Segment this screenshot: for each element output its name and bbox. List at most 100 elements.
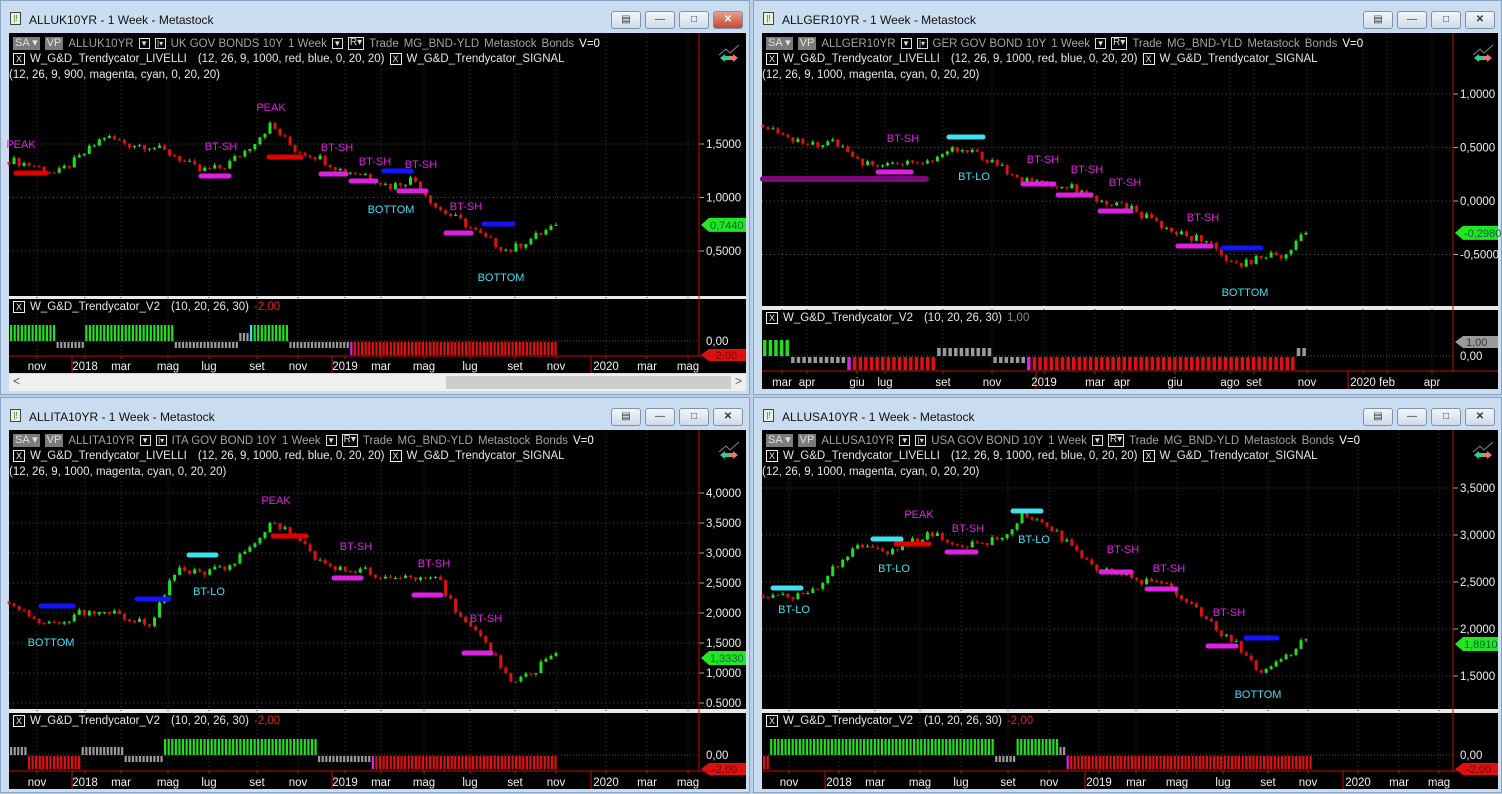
r-dropdown[interactable]: R▾ — [1111, 37, 1128, 50]
close-button[interactable]: ✕ — [713, 408, 743, 426]
chart-window[interactable]: |! ALLGER10YR - 1 Week - Metastock ▤ — □… — [753, 0, 1502, 395]
period-dropdown[interactable]: ▼ — [325, 435, 337, 446]
window-title-bar[interactable]: |! ALLITA10YR - 1 Week - Metastock ▤ — □… — [1, 398, 749, 428]
r-dropdown[interactable]: R▾ — [341, 434, 358, 447]
chart-window[interactable]: |! ALLUSA10YR - 1 Week - Metastock ▤ — □… — [753, 397, 1502, 793]
remove-signal-study-button[interactable]: X — [389, 449, 402, 462]
signal-study-name[interactable]: W_G&D_Trendycator_SIGNAL — [1159, 52, 1318, 65]
float-window-button[interactable]: ▤ — [611, 408, 641, 426]
window-title: ALLUK10YR - 1 Week - Metastock — [29, 13, 214, 27]
remove-signal-study-button[interactable]: X — [1142, 52, 1155, 65]
trade-label[interactable]: Trade — [1132, 37, 1162, 50]
maximize-button[interactable]: □ — [1431, 408, 1461, 426]
livelli-study-name[interactable]: W_G&D_Trendycator_LIVELLI — [30, 52, 187, 65]
signal-study-name[interactable]: W_G&D_Trendycator_SIGNAL — [1159, 449, 1318, 462]
oscillator-name[interactable]: W_G&D_Trendycator_V2 — [30, 301, 160, 313]
compare-arrows-icon[interactable] — [1472, 441, 1494, 459]
vp-button[interactable]: VP — [44, 434, 64, 447]
price-chart[interactable]: 3,5000 3,0000 2,5000 2,0000 1,5000 BT-LO BT-LO… — [754, 398, 1502, 794]
minimize-button[interactable]: — — [1397, 11, 1427, 29]
sa-button[interactable]: SA ▾ — [766, 37, 793, 50]
maximize-button[interactable]: □ — [1431, 11, 1461, 29]
signal-study-name[interactable]: W_G&D_Trendycator_SIGNAL — [406, 449, 565, 462]
livelli-study-name[interactable]: W_G&D_Trendycator_LIVELLI — [30, 449, 187, 462]
remove-livelli-study-button[interactable]: X — [13, 449, 25, 462]
symbol-dropdown[interactable]: ▼ — [899, 435, 911, 446]
float-window-button[interactable]: ▤ — [1363, 408, 1393, 426]
candle — [945, 539, 949, 543]
oscillator-name[interactable]: W_G&D_Trendycator_V2 — [30, 715, 160, 727]
vp-button[interactable]: VP — [44, 37, 64, 50]
pane-separator[interactable] — [9, 296, 746, 299]
chart-window[interactable]: |! ALLITA10YR - 1 Week - Metastock ▤ — □… — [0, 397, 750, 793]
horizontal-scrollbar[interactable]: < > — [9, 374, 746, 391]
sa-button[interactable]: SA ▾ — [13, 37, 40, 50]
oscillator-name[interactable]: W_G&D_Trendycator_V2 — [783, 715, 913, 727]
oscillator-bar — [20, 747, 23, 755]
trade-label[interactable]: Trade — [369, 37, 399, 50]
livelli-study-name[interactable]: W_G&D_Trendycator_LIVELLI — [783, 52, 940, 65]
vp-button[interactable]: VP — [797, 434, 817, 447]
compare-arrows-icon[interactable] — [1472, 44, 1494, 62]
price-chart[interactable]: 1,0000 0,5000 0,0000 -0,5000 BT-SH BT-LO BT-SH… — [754, 1, 1502, 396]
trade-label[interactable]: Trade — [362, 434, 393, 447]
candle — [1184, 599, 1188, 603]
close-button[interactable]: ✕ — [1465, 408, 1495, 426]
period-dropdown[interactable]: ▼ — [1091, 435, 1103, 446]
livelli-study-name[interactable]: W_G&D_Trendycator_LIVELLI — [783, 449, 940, 462]
window-title-bar[interactable]: |! ALLGER10YR - 1 Week - Metastock ▤ — □… — [754, 1, 1501, 31]
pane-separator[interactable] — [762, 709, 1498, 713]
bar-type-dropdown[interactable]: |▾ — [155, 435, 167, 446]
trade-label[interactable]: Trade — [1129, 434, 1159, 447]
symbol-dropdown[interactable]: ▼ — [139, 435, 151, 446]
bar-type-dropdown[interactable]: |▾ — [154, 38, 166, 49]
remove-signal-study-button[interactable]: X — [389, 52, 402, 65]
minimize-button[interactable]: — — [1397, 408, 1427, 426]
remove-livelli-study-button[interactable]: X — [13, 52, 25, 65]
close-button[interactable]: ✕ — [713, 11, 743, 29]
chart-window[interactable]: |! ALLUK10YR - 1 Week - Metastock ▤ — □ … — [0, 0, 750, 395]
remove-signal-study-button[interactable]: X — [1142, 449, 1155, 462]
oscillator-bar — [314, 739, 317, 755]
scrollbar-thumb[interactable] — [446, 376, 731, 389]
r-dropdown[interactable]: R▾ — [347, 37, 365, 50]
compare-arrows-icon[interactable] — [718, 44, 740, 62]
scroll-right-arrow[interactable]: > — [734, 374, 742, 388]
period-dropdown[interactable]: ▼ — [331, 38, 343, 49]
minimize-button[interactable]: — — [645, 11, 675, 29]
signal-study-name[interactable]: W_G&D_Trendycator_SIGNAL — [406, 52, 565, 65]
compare-arrows-icon[interactable] — [718, 441, 740, 459]
maximize-button[interactable]: □ — [679, 408, 709, 426]
bar-type-dropdown[interactable]: |▾ — [915, 435, 927, 446]
period-dropdown[interactable]: ▼ — [1095, 38, 1107, 49]
minimize-button[interactable]: — — [645, 408, 675, 426]
remove-oscillator-button[interactable]: X — [766, 715, 778, 727]
scroll-left-arrow[interactable]: < — [13, 374, 21, 388]
symbol-dropdown[interactable]: ▼ — [900, 38, 912, 49]
price-chart[interactable]: 4,0000 3,5000 3,0000 2,5000 2,0000 1,5000 1,00… — [1, 398, 751, 794]
security-description: UK GOV BONDS 10Y — [170, 37, 284, 50]
remove-oscillator-button[interactable]: X — [766, 312, 778, 324]
close-button[interactable]: ✕ — [1465, 11, 1495, 29]
window-title-bar[interactable]: |! ALLUSA10YR - 1 Week - Metastock ▤ — □… — [754, 398, 1501, 428]
maximize-button[interactable]: □ — [679, 11, 709, 29]
vp-button[interactable]: VP — [797, 37, 817, 50]
pane-separator[interactable] — [9, 709, 746, 713]
sa-button[interactable]: SA ▾ — [766, 434, 793, 447]
symbol-dropdown[interactable]: ▼ — [138, 38, 150, 49]
remove-livelli-study-button[interactable]: X — [766, 52, 778, 65]
r-dropdown[interactable]: R▾ — [1107, 434, 1125, 447]
price-chart[interactable]: 1,5000 1,0000 0,5000 PEAK BT-SH PEAK BT-SH BT-S… — [1, 1, 751, 396]
remove-oscillator-button[interactable]: X — [13, 715, 25, 727]
remove-oscillator-button[interactable]: X — [13, 301, 25, 313]
pane-separator[interactable] — [762, 306, 1498, 310]
sa-button[interactable]: SA ▾ — [13, 434, 40, 447]
oscillator-name[interactable]: W_G&D_Trendycator_V2 — [783, 312, 913, 324]
oscillator-bar — [1055, 739, 1059, 755]
bar-type-dropdown[interactable]: |▾ — [916, 38, 928, 49]
window-title-bar[interactable]: |! ALLUK10YR - 1 Week - Metastock ▤ — □ … — [1, 1, 749, 31]
remove-livelli-study-button[interactable]: X — [766, 449, 778, 462]
float-window-button[interactable]: ▤ — [611, 11, 641, 29]
float-window-button[interactable]: ▤ — [1363, 11, 1393, 29]
volume-label: V=0 — [1342, 37, 1364, 50]
